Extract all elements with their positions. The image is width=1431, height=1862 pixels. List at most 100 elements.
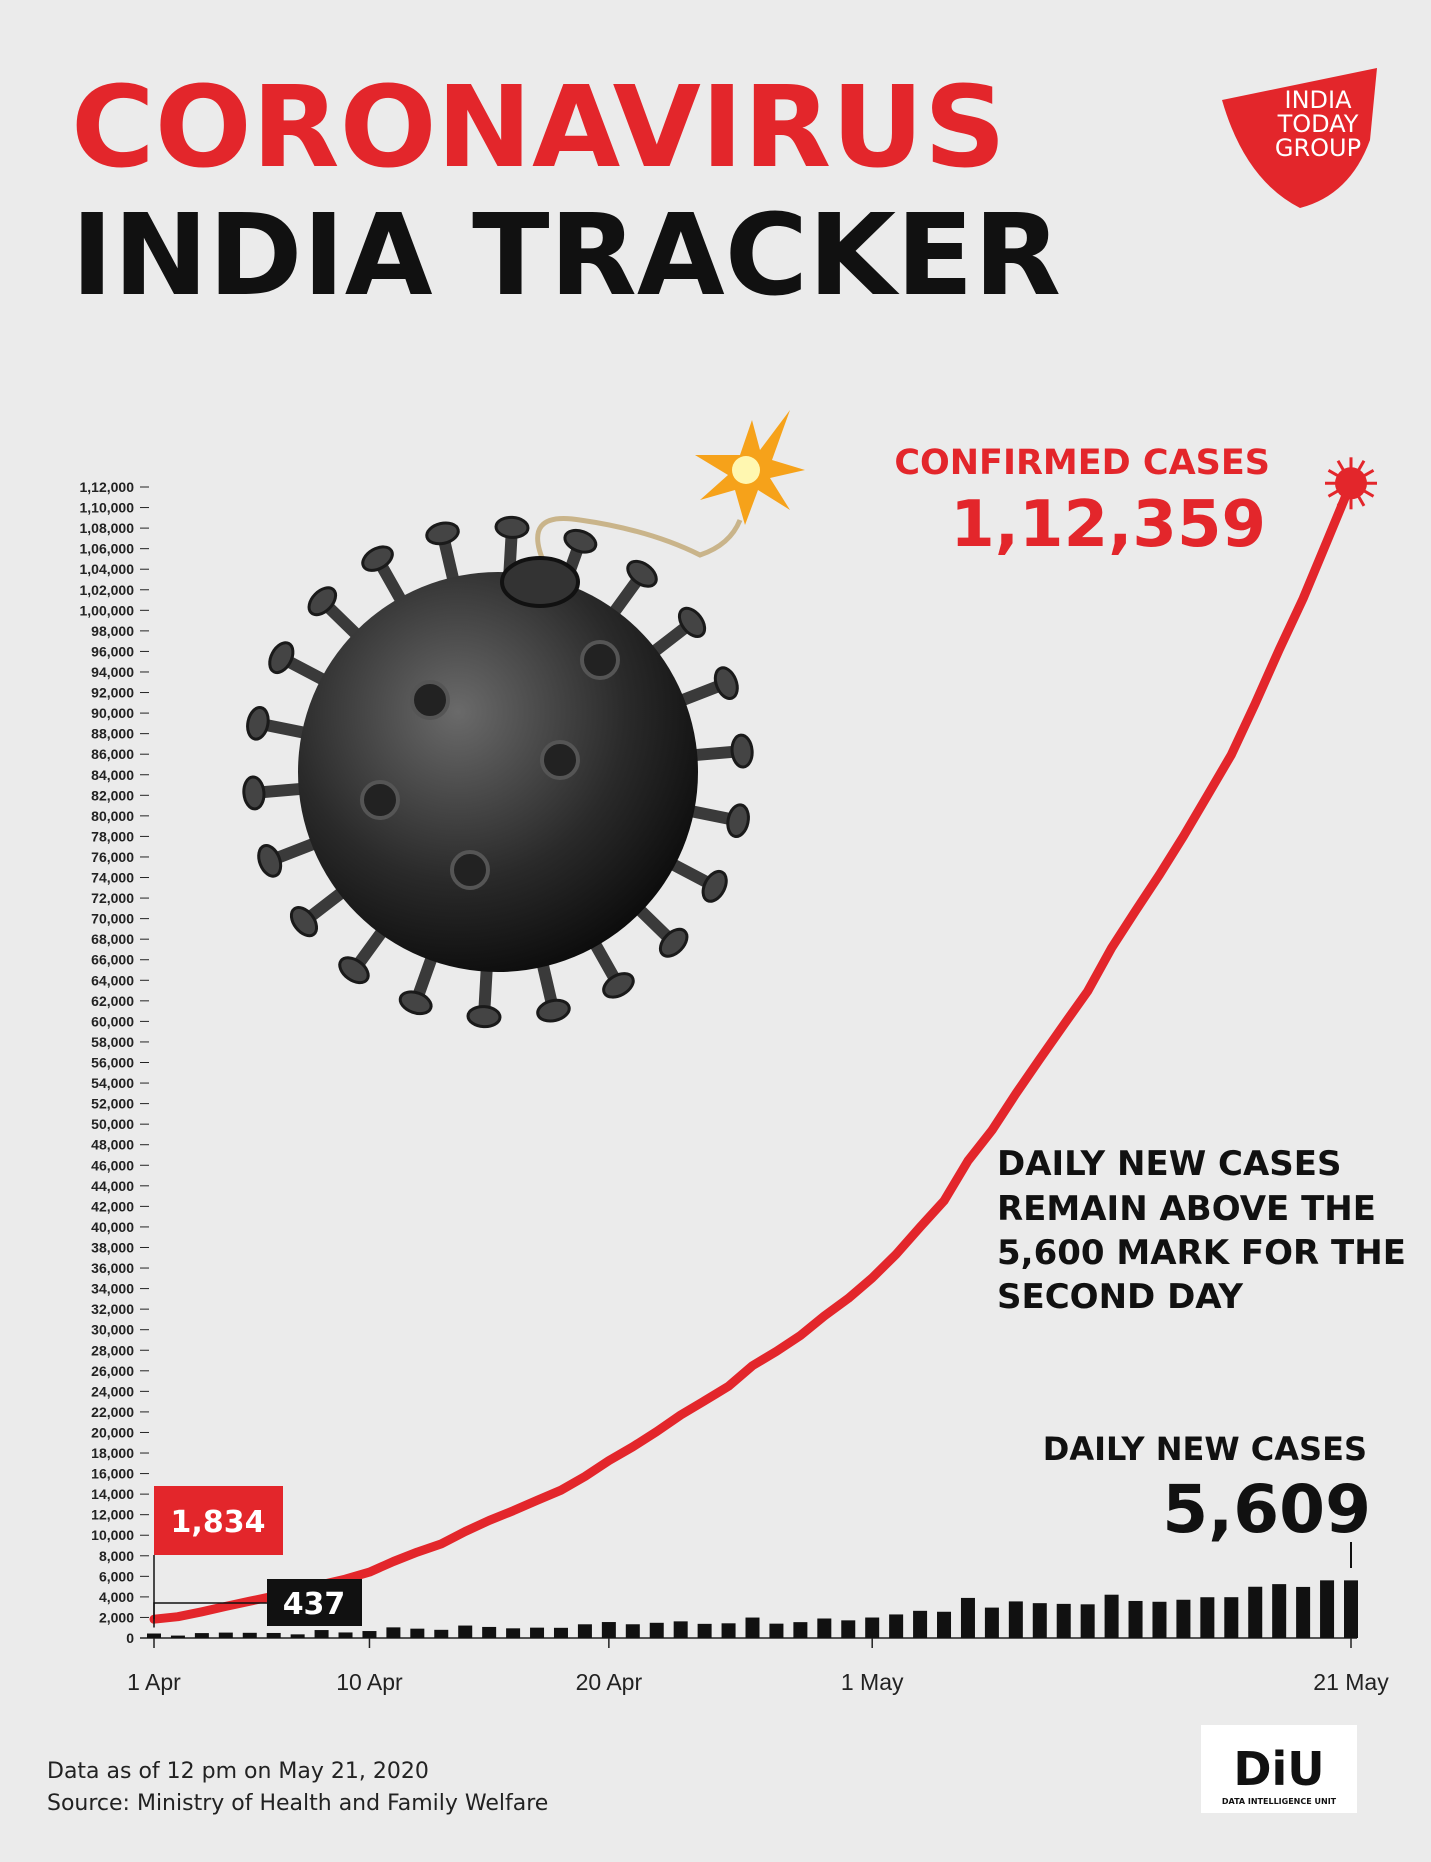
y-tick-label: 44,000 [91,1178,134,1194]
bar [242,1632,257,1638]
logo-text: TODAY [1277,110,1359,138]
logo-text: INDIA [1284,86,1352,114]
y-tick-label: 74,000 [91,870,134,886]
bar [410,1628,425,1638]
y-tick-label: 14,000 [91,1486,134,1502]
bar [147,1633,161,1638]
virus-spike-tip [466,1005,502,1029]
y-tick-label: 90,000 [91,705,134,721]
bar [553,1627,568,1638]
logo-subtext: DATA INTELLIGENCE UNIT [1222,1797,1337,1806]
y-tick-label: 1,02,000 [80,582,135,598]
series-label: CONFIRMED CASES [894,443,1270,483]
bar [290,1634,305,1638]
x-tick-label: 20 Apr [576,1669,643,1695]
bar [937,1611,952,1638]
bar [218,1632,233,1638]
bar [601,1622,616,1638]
bar [362,1631,377,1638]
bar [1056,1603,1071,1638]
y-tick-label: 62,000 [91,993,134,1009]
y-tick-label: 24,000 [91,1383,134,1399]
virus-spike-tip [701,869,728,903]
y-tick-label: 6,000 [99,1568,134,1584]
x-tick-label: 1 May [841,1669,904,1695]
bar [1176,1599,1191,1638]
y-tick-label: 1,04,000 [80,561,135,577]
bar [1200,1597,1215,1638]
virus-spike-tip [626,559,658,588]
y-tick-label: 66,000 [91,952,134,968]
annotation: REMAIN ABOVE THE [997,1189,1376,1229]
y-tick-label: 86,000 [91,746,134,762]
spark-core [732,456,760,484]
bar [314,1630,329,1638]
logo-shield [1222,68,1377,208]
bar [649,1622,664,1638]
bar [530,1627,545,1638]
y-tick-label: 82,000 [91,787,134,803]
virus-spike-tip [289,906,319,938]
virus-bump [580,640,620,680]
bar [625,1624,640,1638]
bar [1272,1584,1287,1638]
bar [386,1627,401,1638]
bar [1296,1586,1311,1638]
virus-spike-tip [713,666,739,700]
bar [1248,1586,1263,1638]
virus-spike-tip [677,606,707,638]
virus-spike-tip [398,990,433,1016]
y-tick-label: 70,000 [91,911,134,927]
bar [673,1621,688,1638]
virus-spike-tip [658,927,689,958]
virus-spike-tip [726,803,750,838]
bar [1224,1597,1239,1638]
footnote: Data as of 12 pm on May 21, 2020 [47,1759,429,1784]
y-tick-label: 50,000 [91,1116,134,1132]
y-tick-label: 4,000 [99,1589,134,1605]
y-tick-label: 98,000 [91,623,134,639]
footnote: Source: Ministry of Health and Family We… [47,1791,548,1816]
bar [1128,1600,1143,1638]
virus-spike-tip [563,528,598,554]
y-tick-label: 92,000 [91,685,134,701]
x-tick-label: 21 May [1313,1669,1389,1695]
virus-spike-tip [242,775,266,811]
subtitle: INDIA TRACKER [71,191,1061,321]
label-box [154,1486,283,1555]
y-tick-label: 34,000 [91,1281,134,1297]
bar [865,1617,880,1638]
y-tick-label: 0 [126,1630,134,1646]
y-tick-label: 36,000 [91,1260,134,1276]
y-tick-label: 2,000 [99,1609,134,1625]
label-box [267,1579,362,1626]
connector [153,1602,267,1628]
y-tick-label: 18,000 [91,1445,134,1461]
y-tick-label: 40,000 [91,1219,134,1235]
bar [745,1617,760,1638]
y-tick-label: 54,000 [91,1075,134,1091]
y-tick-label: 22,000 [91,1404,134,1420]
x-tick-label: 10 Apr [336,1669,403,1695]
y-tick-label: 8,000 [99,1548,134,1564]
value-label: 1,12,359 [950,488,1266,562]
y-tick-label: 68,000 [91,931,134,947]
india-today-logo: INDIA TODAY GROUP [1222,68,1377,208]
diu-logo: DiU DATA INTELLIGENCE UNIT [1201,1725,1357,1813]
y-tick-label: 78,000 [91,828,134,844]
virus-bomb-illustration [242,410,805,1029]
y-tick-label: 1,12,000 [80,479,135,495]
y-tick-label: 10,000 [91,1527,134,1543]
virus-spike-tip [536,998,571,1023]
fuse [535,516,743,567]
bar [960,1597,975,1638]
bar [697,1623,712,1638]
virus-spike-tip [338,956,370,985]
bar [913,1610,928,1638]
y-tick-label: 56,000 [91,1055,134,1071]
bar [1320,1580,1335,1638]
bar [266,1632,281,1638]
y-tick-label: 30,000 [91,1322,134,1338]
y-tick-label: 28,000 [91,1342,134,1358]
y-tick-label: 80,000 [91,808,134,824]
